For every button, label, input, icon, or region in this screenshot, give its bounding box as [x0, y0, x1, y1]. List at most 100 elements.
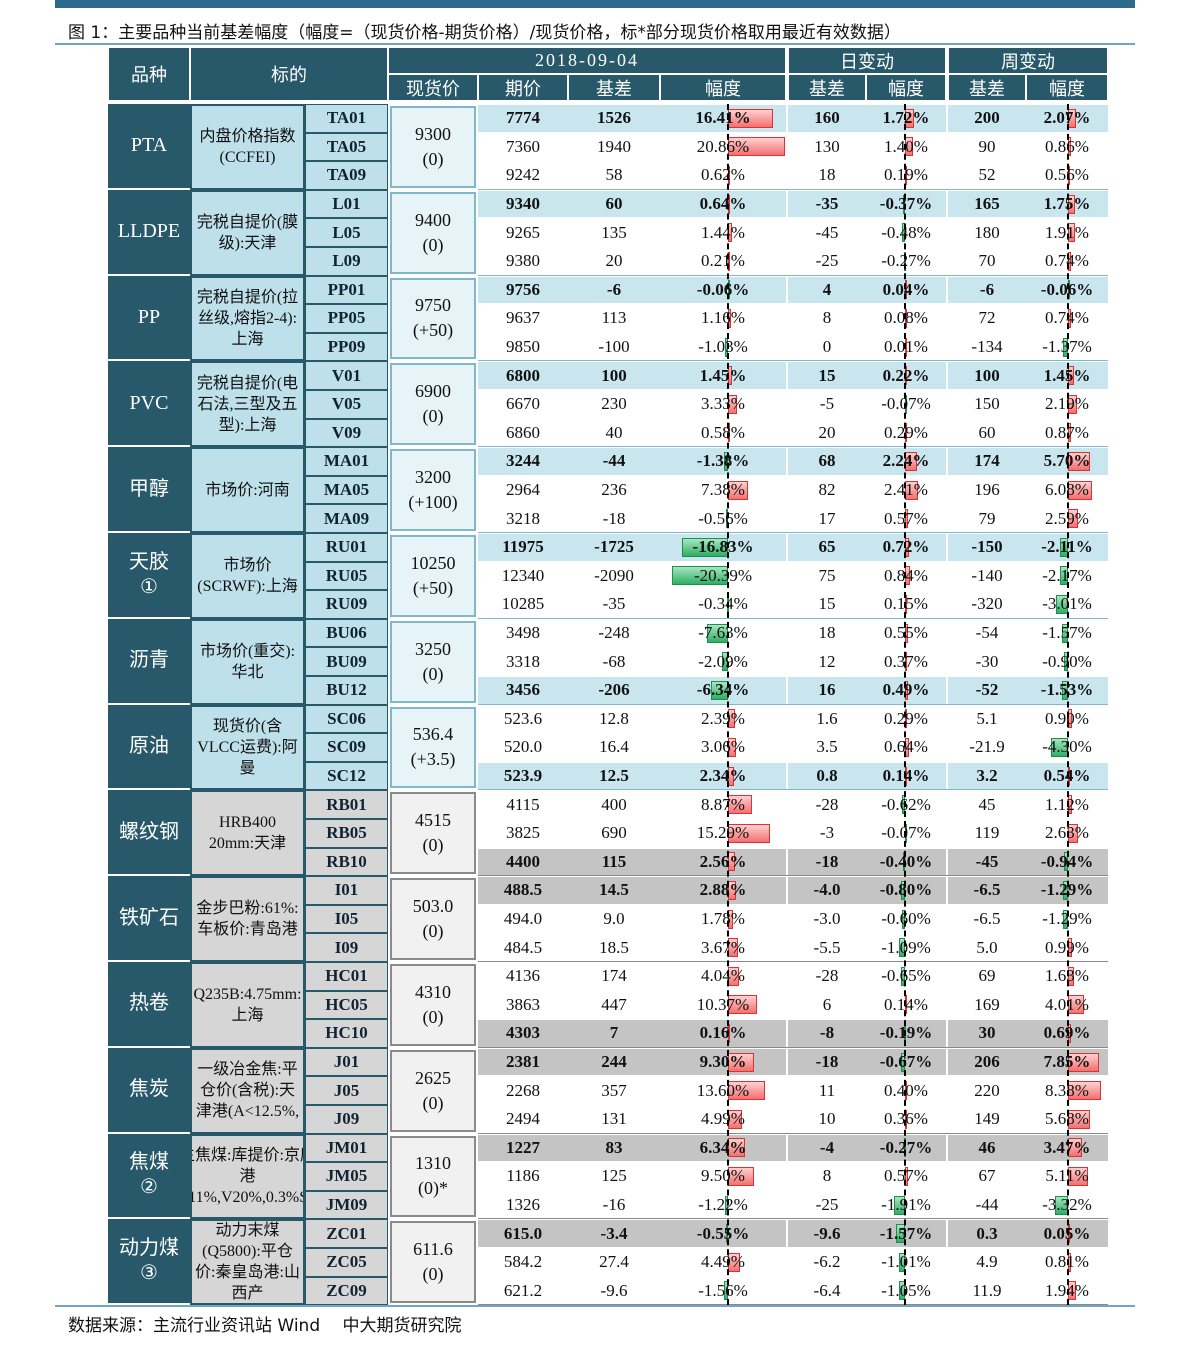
value-cell: -21.9 — [969, 737, 1005, 757]
value-cell: 3.2 — [976, 766, 998, 786]
amplitude-label: 0.55% — [884, 623, 928, 643]
contract-code: HC05 — [305, 990, 388, 1020]
main-row-band — [948, 848, 1108, 876]
amplitude-label: 0.14% — [882, 766, 930, 786]
group-rule — [478, 875, 1108, 877]
amplitude-label: 0.04% — [882, 279, 930, 299]
variety-cell: 焦煤 ② — [108, 1133, 190, 1220]
amplitude-label: 1.16% — [701, 308, 745, 328]
amplitude-label: -1.22% — [698, 1195, 748, 1215]
spot-price: 503.0 — [412, 896, 454, 917]
amplitude-label: -0.06% — [1040, 279, 1094, 299]
contract-code: ZC05 — [305, 1248, 388, 1277]
value-cell: 206 — [974, 1052, 1000, 1072]
value-cell: 6 — [822, 994, 832, 1014]
variety-cell: PTA — [108, 104, 190, 190]
value-cell: -5 — [819, 394, 835, 414]
amplitude-label: 1.94% — [1045, 1280, 1089, 1300]
spot-change: (+50) — [412, 577, 454, 598]
spot-price: 9300 — [415, 123, 451, 144]
spot-price: 6900 — [415, 381, 451, 402]
value-cell: 196 — [974, 480, 1000, 500]
spot-cell: 611.6 (0) — [390, 1221, 476, 1304]
header-cell: 日变动 — [788, 47, 946, 74]
main-row-band — [788, 1220, 946, 1247]
amplitude-label: -1.03% — [698, 337, 748, 357]
header-cell: 基差 — [788, 74, 866, 101]
value-cell: 447 — [601, 994, 627, 1014]
amplitude-label: 0.36% — [884, 1109, 928, 1129]
amplitude-label: -1.56% — [698, 1280, 748, 1300]
amplitude-label: 5.68% — [1045, 1109, 1089, 1129]
contract-code: J05 — [305, 1076, 388, 1105]
spot-change: (0) — [422, 1264, 444, 1285]
amplitude-label: 1.45% — [699, 365, 747, 385]
value-cell: 18 — [818, 165, 836, 185]
value-cell: 12 — [818, 651, 836, 671]
amplitude-label: 0.74% — [1045, 251, 1089, 271]
description-cell: HRB400 20mm:天津 — [190, 790, 305, 877]
header-cell: 品种 — [108, 47, 190, 101]
value-cell: -35 — [602, 594, 626, 614]
value-cell: 113 — [601, 308, 627, 328]
spot-price: 536.4 — [412, 724, 454, 745]
value-cell: -1725 — [594, 537, 634, 557]
amplitude-label: 2.88% — [699, 880, 747, 900]
section-bar — [55, 0, 1135, 8]
contract-code: I05 — [305, 904, 388, 934]
value-cell: 2381 — [506, 1052, 540, 1072]
amplitude-label: -0.65% — [881, 966, 931, 986]
amplitude-label: -1.05% — [881, 1280, 931, 1300]
group-rule — [478, 188, 1108, 190]
variety-cell: LLDPE — [108, 189, 190, 276]
value-cell: 236 — [601, 480, 627, 500]
value-cell: 0.8 — [816, 766, 838, 786]
value-cell: 69 — [978, 966, 996, 986]
value-cell: 18 — [818, 623, 836, 643]
contract-code: L01 — [305, 189, 388, 219]
contract-code: V09 — [305, 418, 388, 448]
group-rule — [478, 1046, 1108, 1048]
amplitude-label: 0.84% — [884, 565, 928, 585]
amplitude-label: -1.01% — [881, 1252, 931, 1272]
value-cell: 115 — [601, 851, 627, 871]
contract-code: JM05 — [305, 1162, 388, 1191]
amplitude-label: -1.57% — [879, 1223, 933, 1243]
value-cell: 2268 — [506, 1080, 540, 1100]
value-cell: -5.5 — [813, 937, 841, 957]
header-cell: 幅度 — [1026, 74, 1108, 101]
value-cell: 488.5 — [503, 880, 543, 900]
spot-change: (0) — [422, 1092, 444, 1113]
spot-cell: 9300 (0) — [390, 106, 476, 188]
amplitude-label: -20.39% — [693, 565, 753, 585]
amplitude-label: 1.40% — [884, 136, 928, 156]
value-cell: 9756 — [506, 279, 540, 299]
contract-code: RB05 — [305, 819, 388, 848]
amplitude-label: -3.32% — [1042, 1195, 1092, 1215]
variety-cell: 天胶 ① — [108, 533, 190, 619]
amplitude-label: -1.57% — [1042, 623, 1092, 643]
amplitude-label: 3.33% — [701, 394, 745, 414]
amplitude-label: 2.59% — [1045, 508, 1089, 528]
main-row-band — [478, 1220, 786, 1247]
contract-code: RU09 — [305, 590, 388, 619]
header-cell: 标的 — [190, 47, 388, 101]
amplitude-label: 2.63% — [1045, 823, 1089, 843]
amplitude-label: 0.57% — [884, 1166, 928, 1186]
value-cell: 17 — [818, 508, 836, 528]
zero-line — [727, 104, 729, 1306]
value-cell: 3318 — [506, 651, 540, 671]
value-cell: -44 — [602, 451, 626, 471]
amplitude-label: -0.80% — [879, 880, 933, 900]
amplitude-label: 1.12% — [1045, 794, 1089, 814]
value-cell: -140 — [971, 565, 1003, 585]
value-cell: 1.6 — [816, 708, 838, 728]
amplitude-label: 9.30% — [699, 1052, 747, 1072]
group-rule — [478, 703, 1108, 705]
amplitude-label: 0.90% — [1045, 708, 1089, 728]
amplitude-label: 2.56% — [699, 851, 747, 871]
value-cell: -4 — [819, 1137, 835, 1157]
value-cell: 125 — [601, 1166, 627, 1186]
main-row-band — [478, 276, 786, 304]
value-cell: -54 — [975, 623, 999, 643]
